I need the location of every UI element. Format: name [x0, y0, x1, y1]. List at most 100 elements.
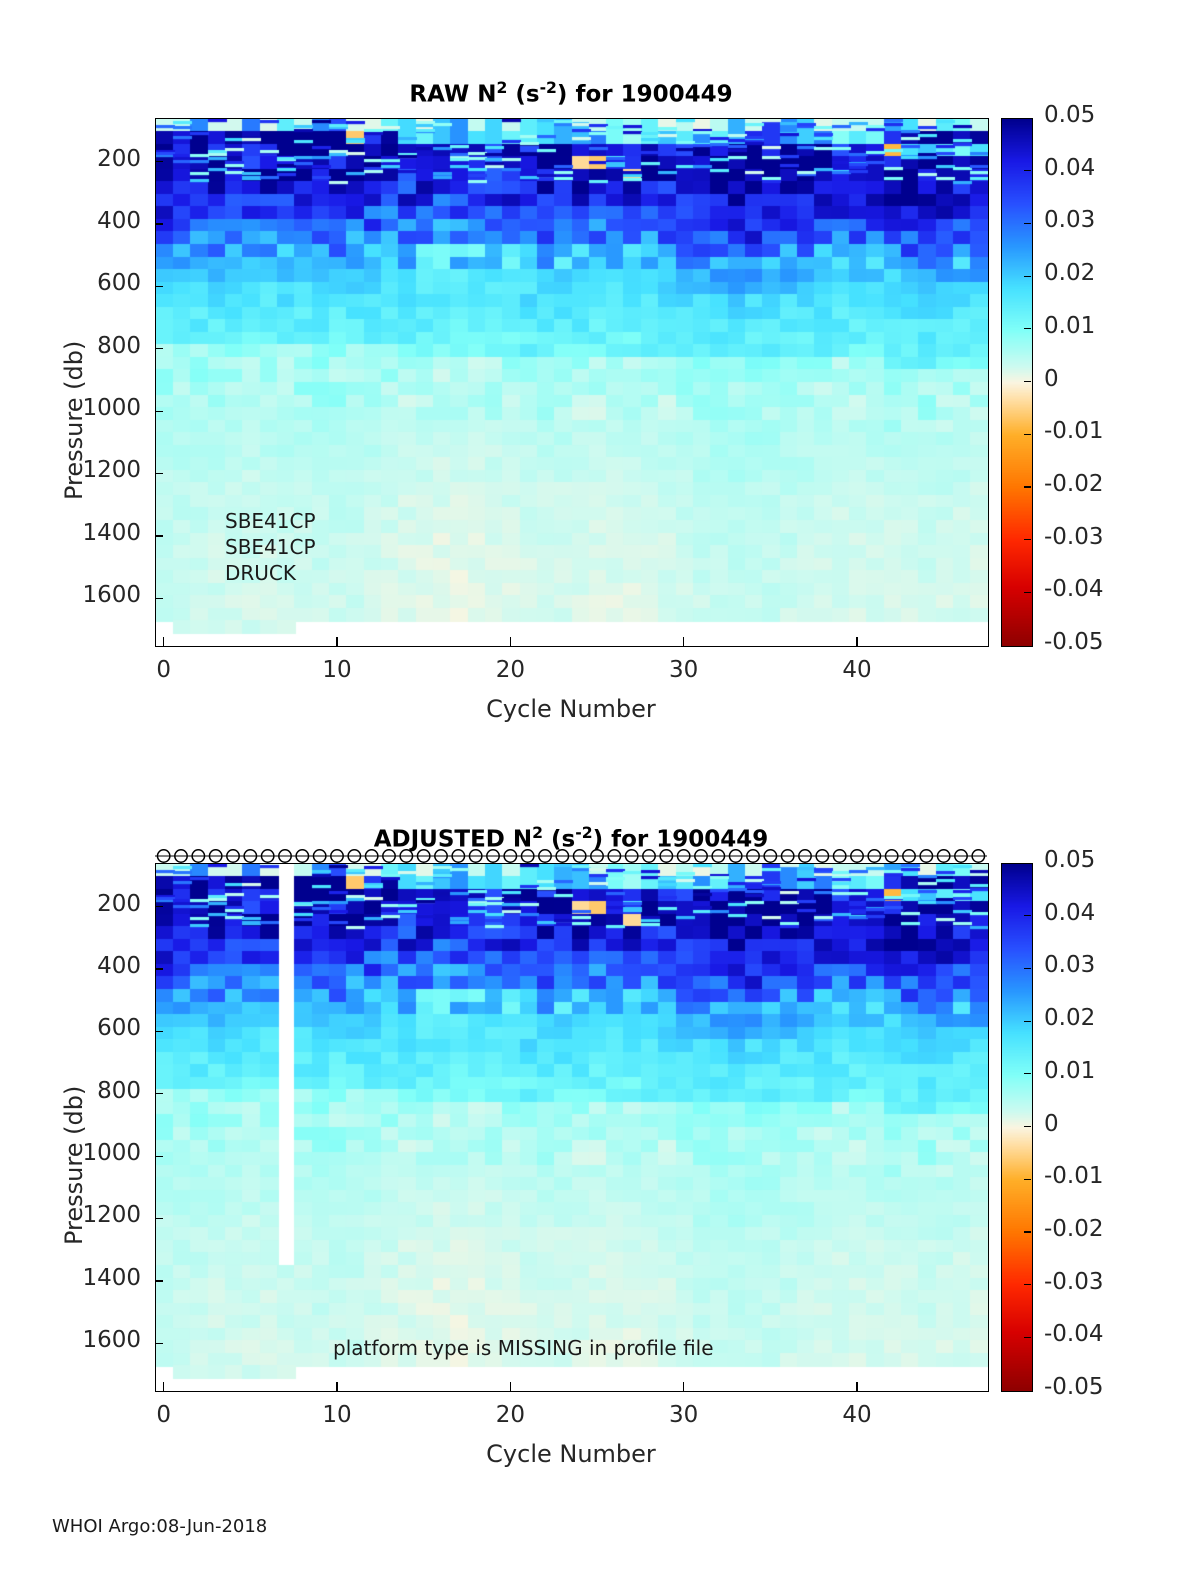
colorbar-tick-label: 0.05	[1044, 847, 1096, 873]
x-tick-mark	[336, 1382, 338, 1391]
cycle-marker	[728, 849, 743, 863]
cycle-marker	[572, 849, 587, 863]
cycle-marker	[971, 849, 986, 863]
x-tick-mark	[336, 637, 338, 646]
colorbar-tick-label: -0.01	[1044, 418, 1104, 445]
colorbar-tick-mark	[1024, 1231, 1031, 1233]
colorbar-tick-label: -0.05	[1044, 629, 1104, 655]
y-tick-label: 1400	[82, 1264, 141, 1291]
colorbar-tick-mark	[1024, 433, 1031, 435]
cycle-marker	[815, 849, 830, 863]
y-tick-label: 800	[97, 1077, 141, 1104]
y-tick-label: 1600	[82, 582, 141, 609]
adjusted-x-axis-label: Cycle Number	[486, 1440, 656, 1468]
x-tick-mark	[163, 1382, 165, 1391]
y-tick-label: 200	[97, 890, 141, 917]
annotation-line: SBE41CP	[225, 509, 316, 533]
y-tick-mark	[155, 285, 163, 288]
panel-adjusted: ADJUSTED N2 (s-2) for 1900449 Pressure (…	[0, 745, 1200, 1505]
y-tick-label: 600	[97, 1015, 141, 1042]
panel-raw: RAW N2 (s-2) for 1900449 Pressure (db) S…	[0, 0, 1200, 760]
cycle-marker	[174, 849, 188, 863]
colorbar-tick-mark	[1024, 275, 1031, 277]
x-tick-label: 20	[495, 657, 525, 683]
colorbar-tick-label: 0.03	[1044, 952, 1096, 979]
raw-x-axis-label: Cycle Number	[486, 695, 656, 723]
raw-heatmap-axes[interactable]	[155, 118, 989, 647]
footer-text: WHOI Argo:08-Jun-2018	[52, 1516, 268, 1537]
colorbar-tick-mark	[1024, 539, 1031, 541]
colorbar-tick-label: 0.01	[1044, 312, 1096, 339]
y-tick-mark	[155, 223, 163, 225]
cycle-marker	[260, 849, 275, 863]
y-tick-mark	[155, 1280, 163, 1282]
cycle-marker	[624, 849, 639, 863]
cycle-marker	[451, 849, 466, 863]
colorbar-tick-label: 0.04	[1044, 154, 1096, 181]
cycle-marker	[798, 849, 812, 863]
adjusted-heatmap-axes[interactable]	[155, 863, 989, 1392]
cycle-marker	[295, 849, 310, 863]
cycle-marker	[676, 849, 691, 863]
cycle-marker	[191, 849, 206, 863]
colorbar-tick-mark	[1024, 1020, 1031, 1022]
raw-plot-title: RAW N2 (s-2) for 1900449	[409, 78, 733, 108]
x-tick-label: 10	[322, 1402, 352, 1428]
cycle-marker	[763, 849, 778, 863]
cycle-marker	[555, 849, 570, 863]
x-tick-label: 30	[669, 1402, 699, 1428]
adjusted-annotation-block: platform type is MISSING in profile file	[333, 1335, 714, 1361]
colorbar-tick-mark	[1024, 591, 1031, 593]
colorbar-tick-mark	[1024, 1125, 1031, 1128]
y-tick-mark	[155, 161, 163, 163]
colorbar-tick-mark	[1024, 967, 1031, 970]
colorbar-tick-mark	[1024, 328, 1031, 330]
y-tick-label: 1200	[82, 1202, 141, 1229]
adjusted-colorbar	[1001, 863, 1033, 1392]
y-tick-mark	[155, 348, 163, 350]
colorbar-tick-label: -0.02	[1044, 470, 1104, 497]
cycle-marker	[382, 849, 396, 863]
x-tick-mark	[509, 637, 512, 646]
y-tick-mark	[155, 410, 163, 412]
colorbar-tick-label: -0.03	[1044, 1268, 1104, 1295]
annotation-line: DRUCK	[225, 561, 297, 585]
colorbar-tick-label: 0.02	[1044, 260, 1096, 287]
y-tick-mark	[155, 1342, 163, 1344]
y-tick-label: 1000	[82, 395, 141, 422]
cycle-marker	[330, 849, 344, 863]
y-tick-mark	[155, 472, 163, 475]
colorbar-tick-mark	[1024, 915, 1031, 917]
colorbar-tick-label: -0.04	[1044, 1321, 1104, 1348]
colorbar-tick-label: -0.04	[1044, 576, 1104, 603]
x-tick-label: 40	[842, 657, 872, 683]
colorbar-tick-label: -0.01	[1044, 1163, 1104, 1190]
colorbar-tick-label: 0	[1044, 1110, 1059, 1137]
cycle-marker	[208, 849, 223, 863]
cycle-marker	[954, 849, 968, 863]
x-tick-mark	[509, 1382, 512, 1391]
cycle-marker	[156, 849, 171, 863]
y-tick-label: 200	[97, 145, 141, 172]
colorbar-tick-label: 0	[1044, 365, 1059, 392]
colorbar-tick-label: -0.03	[1044, 523, 1104, 550]
y-tick-label: 600	[97, 270, 141, 297]
y-tick-label: 1000	[82, 1140, 141, 1167]
cycle-marker	[347, 849, 362, 863]
cycle-marker	[468, 849, 483, 863]
colorbar-tick-label: -0.02	[1044, 1215, 1104, 1242]
annotation-line: SBE41CP	[225, 535, 316, 559]
x-tick-mark	[683, 637, 685, 646]
cycle-marker	[607, 849, 622, 863]
colorbar-tick-label: 0.03	[1044, 207, 1096, 234]
y-tick-label: 400	[97, 953, 141, 980]
y-tick-label: 1600	[82, 1327, 141, 1354]
y-tick-mark	[155, 1217, 163, 1220]
colorbar-tick-label: 0.02	[1044, 1005, 1096, 1032]
cycle-marker	[364, 849, 379, 863]
y-tick-mark	[155, 906, 163, 908]
cycle-marker	[919, 849, 934, 863]
colorbar-tick-mark	[1024, 222, 1031, 225]
colorbar-tick-label: 0.01	[1044, 1057, 1096, 1084]
colorbar-tick-mark	[1024, 1284, 1031, 1286]
